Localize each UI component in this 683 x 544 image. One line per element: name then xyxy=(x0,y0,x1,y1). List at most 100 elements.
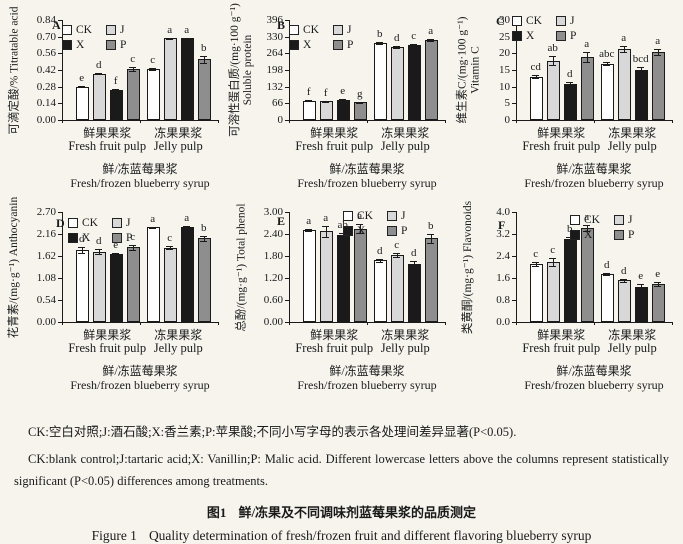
x-group-label-en: Jelly pulp xyxy=(380,139,430,153)
x-group-label-cn: 鲜果果浆 xyxy=(310,126,359,140)
sig-letter: bcd xyxy=(632,53,649,65)
error-bar-line xyxy=(379,258,381,262)
error-bar-cap xyxy=(549,258,557,260)
bar-X xyxy=(337,99,351,120)
error-bar-cap xyxy=(149,68,157,70)
bar-CK xyxy=(147,227,161,322)
error-bar-cap xyxy=(583,51,591,53)
bar-X xyxy=(337,234,351,322)
bar-CK xyxy=(374,42,388,120)
bar-CK xyxy=(303,229,317,322)
x-group-label-cn: 冻果果浆 xyxy=(381,328,430,342)
legend-swatch-J xyxy=(332,25,343,35)
error-bar-cap xyxy=(166,37,174,39)
bar-CK xyxy=(601,63,615,120)
sig-letter: a xyxy=(150,212,156,225)
error-bar-line xyxy=(640,284,642,290)
legend: CK J X P xyxy=(68,217,132,244)
x-tick-mark xyxy=(289,120,290,123)
error-bar-cap xyxy=(654,49,662,51)
x-tick-mark xyxy=(594,120,595,123)
x-group-label: 冻果果浆 Jelly pulp xyxy=(340,127,470,153)
bar-J xyxy=(618,280,632,322)
x-group-label-en: Fresh fruit pulp xyxy=(68,139,147,153)
y-tick-label: 0.00 xyxy=(263,316,283,328)
error-bar-line xyxy=(203,55,205,63)
x-group-label: 鲜果果浆 Fresh fruit pulp xyxy=(496,127,626,153)
legend-label-P: P xyxy=(400,225,408,237)
legend-label-J: J xyxy=(346,24,352,36)
sig-letter: f xyxy=(323,86,328,99)
legend-item-X: X xyxy=(570,229,600,241)
sig-letter: d xyxy=(95,234,102,247)
x-group-label-cn: 鲜果果浆 xyxy=(310,328,359,342)
y-axis-label-line: 维生素C/(mg·100 g⁻¹) xyxy=(456,16,469,124)
sig-letter: a xyxy=(184,23,190,36)
sig-letter: a xyxy=(357,210,363,223)
x-axis-title-cn: 鲜/冻蓝莓果浆 xyxy=(556,162,632,176)
legend-label-X: X xyxy=(82,232,91,244)
legend-swatch-P xyxy=(111,233,122,243)
y-tick-label: 1.20 xyxy=(263,272,283,284)
bar-CK xyxy=(530,263,544,322)
x-tick-mark xyxy=(672,120,673,123)
bar-P xyxy=(425,39,439,120)
error-bar-cap xyxy=(166,249,174,251)
x-axis-title-cn: 鲜/冻蓝莓果浆 xyxy=(102,162,178,176)
error-bar-cap xyxy=(129,249,137,251)
legend-label-J: J xyxy=(119,24,125,36)
error-bar-line xyxy=(115,253,117,256)
bar-X xyxy=(181,227,195,322)
legend: CK J X P xyxy=(570,214,634,241)
y-tick-label: 3.00 xyxy=(263,206,283,218)
y-tick-mark xyxy=(512,212,516,213)
error-bar-cap xyxy=(603,272,611,274)
sig-letter: d xyxy=(620,264,627,277)
chart-panel-C: 维生素C/(mg·100 g⁻¹) Vitamin C 0 5 10 15 20 25 30 cd… xyxy=(454,0,681,200)
sig-letter: a xyxy=(184,212,190,225)
legend: CK J X P xyxy=(343,210,407,237)
y-tick-label: 0.8 xyxy=(496,294,510,306)
x-group-label-cn: 冻果果浆 xyxy=(154,126,203,140)
bar-P xyxy=(198,238,212,322)
legend-swatch-X xyxy=(62,40,72,50)
error-bar-cap xyxy=(200,235,208,237)
legend-item-J: J xyxy=(555,15,576,27)
x-group-label: 冻果果浆 Jelly pulp xyxy=(567,127,683,153)
y-tick-label: 0.0 xyxy=(496,316,510,328)
legend-item-X: X xyxy=(68,232,98,244)
legend-label-X: X xyxy=(303,39,312,51)
y-tick-label: 10 xyxy=(499,80,510,93)
error-bar-cap xyxy=(305,228,313,230)
bar-P xyxy=(652,284,666,322)
error-bar-line xyxy=(586,224,588,232)
x-axis-title-en: Fresh/frozen blueberry syrup xyxy=(297,378,437,392)
error-bar-line xyxy=(413,261,415,268)
figure-label-en: Figure 1 xyxy=(91,527,137,543)
error-bar-cap xyxy=(427,234,435,235)
sig-letter: cd xyxy=(530,61,541,73)
y-tick-label: 0 xyxy=(277,114,284,126)
legend-swatch-J xyxy=(111,218,122,228)
bar-J xyxy=(320,101,334,120)
x-axis-title-cn: 鲜/冻蓝莓果浆 xyxy=(102,364,178,378)
error-bar-cap xyxy=(583,231,591,233)
error-bar-cap xyxy=(603,275,611,277)
sig-letter: b xyxy=(376,28,383,41)
x-tick-mark xyxy=(516,120,517,123)
panel-letter-A: A xyxy=(52,18,61,32)
y-axis-label: 总酚/(mg·g⁻¹) Total phenol xyxy=(236,203,249,331)
y-tick-label: 132 xyxy=(266,80,284,93)
bar-P xyxy=(652,52,666,120)
legend-item-P: P xyxy=(555,30,576,42)
x-group-label: 鲜果果浆 Fresh fruit pulp xyxy=(42,329,172,355)
sig-letter: c xyxy=(167,232,173,245)
figure-page: { "series": [ {"key": "CK", "color": "#f… xyxy=(8,0,681,543)
error-bar-cap xyxy=(376,43,384,45)
error-bar-line xyxy=(552,56,554,66)
error-bar-cap xyxy=(129,245,137,246)
y-tick-mark xyxy=(512,234,516,235)
error-bar-cap xyxy=(549,266,557,268)
error-bar-cap xyxy=(566,82,574,84)
error-bar-line xyxy=(81,247,83,254)
